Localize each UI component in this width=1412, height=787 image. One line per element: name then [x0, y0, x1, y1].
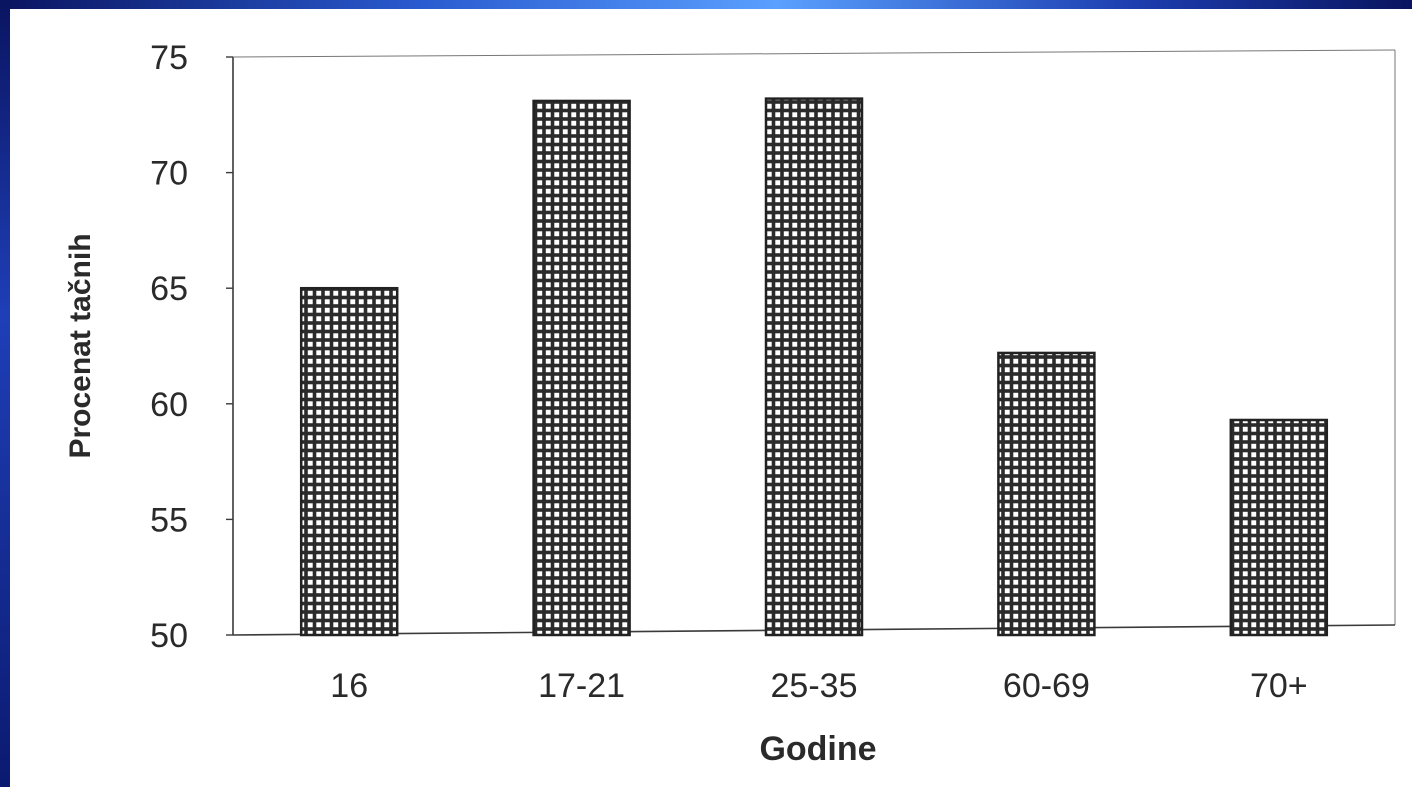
y-tick-label: 75 [150, 39, 188, 77]
x-tick-label: 60-69 [1003, 667, 1090, 705]
plot-top-border [232, 49, 1396, 58]
x-axis-title: Godine [759, 730, 876, 768]
y-axis-ticks: 50 55 60 65 70 75 [150, 39, 233, 655]
bar [997, 351, 1096, 637]
y-tick-label: 65 [150, 270, 188, 308]
slide-top-border [0, 0, 1412, 9]
bar [1229, 418, 1329, 637]
chart-paper [10, 9, 1412, 787]
y-tick-label: 50 [150, 617, 188, 655]
x-tick-label: 70+ [1250, 667, 1308, 705]
y-tick-label: 55 [150, 501, 188, 539]
x-tick-label: 25-35 [771, 667, 858, 705]
x-tick-label: 17-21 [538, 667, 625, 705]
y-tick-label: 70 [150, 155, 188, 193]
bars [299, 97, 1329, 637]
y-axis-title: Procenat tačnih [64, 233, 97, 458]
x-axis-ticks: 16 17-21 25-35 60-69 70+ [330, 667, 1307, 705]
bar [764, 97, 864, 637]
bar [299, 286, 399, 637]
bar [532, 99, 631, 637]
x-tick-label: 16 [330, 667, 368, 705]
slide-left-border [0, 0, 10, 787]
y-tick-label: 60 [150, 386, 188, 424]
